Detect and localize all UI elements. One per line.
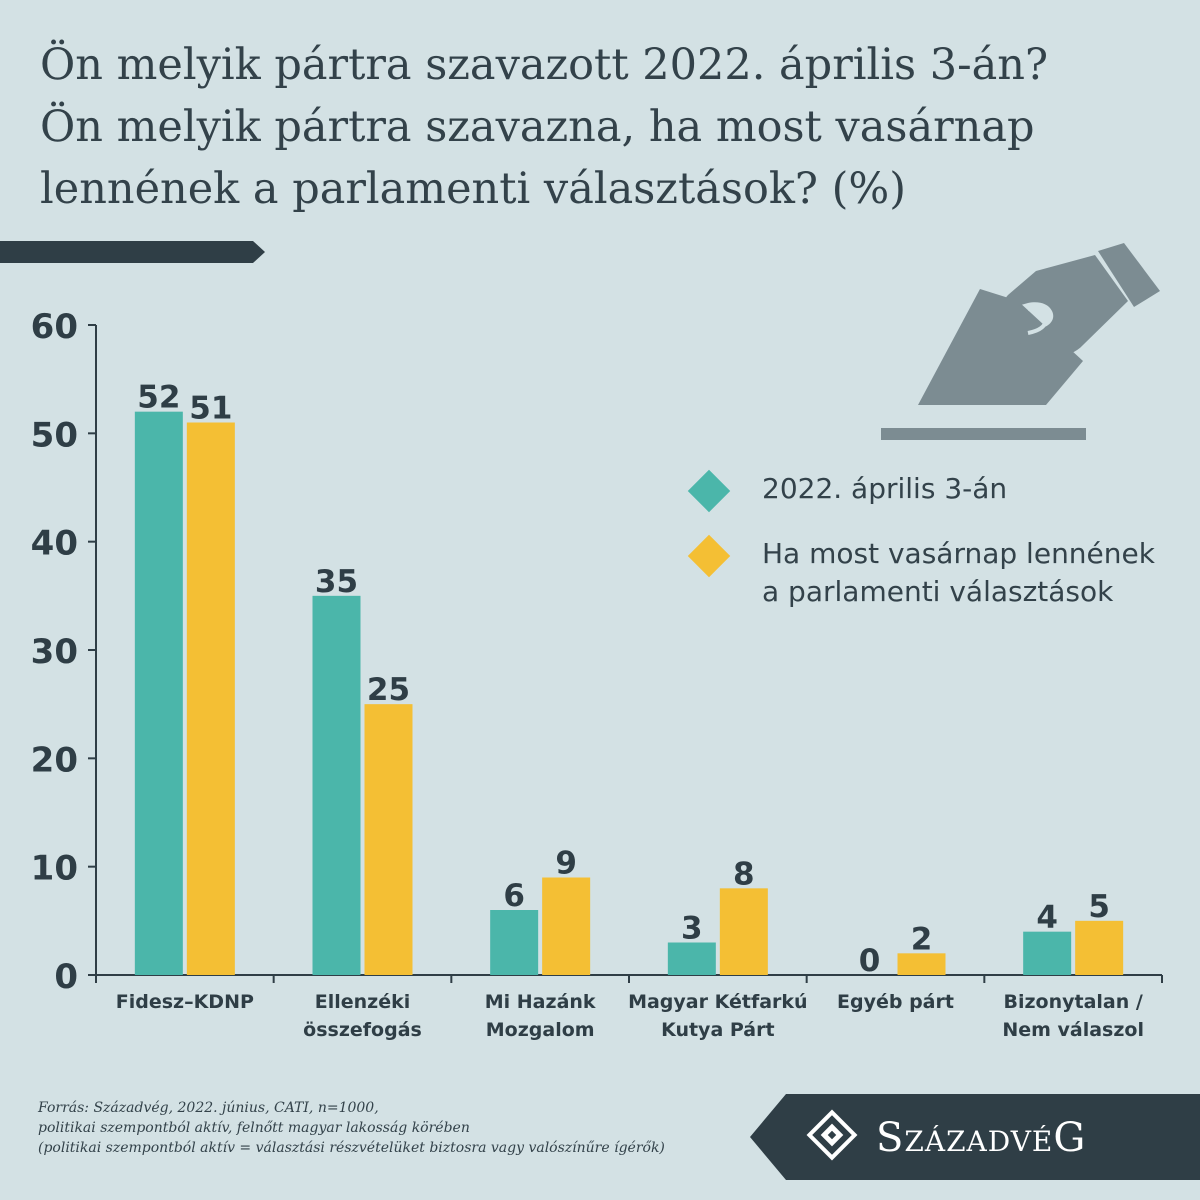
title-line-2: Ön melyik pártra szavazna, ha most vasár… xyxy=(40,102,1035,152)
bar-value-labels: 52 51 35 25 69 38 02 4 5 xyxy=(137,380,1110,979)
category-label: Bizonytalan / xyxy=(1003,991,1142,1013)
y-tick-label: 60 xyxy=(31,307,78,347)
category-label: összefogás xyxy=(303,1019,422,1041)
y-tick-label: 10 xyxy=(31,849,78,889)
y-tick-label: 50 xyxy=(31,415,78,455)
brand-name: SzázadvéG xyxy=(876,1115,1087,1161)
legend-diamond-icon xyxy=(687,469,731,513)
bar-value-label: 4 xyxy=(1036,900,1058,936)
legend-label: Ha most vasárnap lennének a parlamenti v… xyxy=(762,537,1155,608)
bar-value-label: 51 xyxy=(189,391,232,427)
bar-value-label: 35 xyxy=(315,564,358,600)
y-tick-label: 20 xyxy=(31,740,78,780)
source-note: Forrás: Századvég, 2022. június, CATI, n… xyxy=(38,1098,665,1158)
category-label: Kutya Párt xyxy=(661,1019,775,1041)
bar-value-label: 5 xyxy=(1088,889,1110,925)
title-line-3: lennének a parlamenti választások? (%) xyxy=(40,164,907,214)
bar-value-label: 8 xyxy=(733,856,755,892)
category-label: Fidesz–KDNP xyxy=(116,991,254,1013)
legend-item-now: Ha most vasárnap lennének a parlamenti v… xyxy=(687,534,1155,611)
chart-title: Ön melyik pártra szavazott 2022. április… xyxy=(40,34,1180,220)
y-tick-label: 40 xyxy=(31,524,78,564)
legend-item-2022: 2022. április 3-án xyxy=(687,469,1155,513)
category-labels: Fidesz–KDNP Ellenzéki összefogás Mi Hazánk M… xyxy=(116,991,1144,1041)
legend-diamond-icon xyxy=(687,534,731,578)
szazadveg-logo-icon xyxy=(806,1109,858,1161)
y-tick-label: 30 xyxy=(31,632,78,672)
legend-label: 2022. április 3-án xyxy=(762,472,1008,505)
y-tick-label: 0 xyxy=(54,957,78,997)
category-label: Magyar Kétfarkú xyxy=(628,991,808,1013)
category-label: Mi Hazánk xyxy=(485,991,596,1013)
title-divider-bar xyxy=(0,241,265,263)
category-label: Ellenzéki xyxy=(315,991,411,1013)
bar xyxy=(364,704,413,975)
y-axis: 0 10 20 30 40 50 60 xyxy=(31,307,97,997)
source-line-2: politikai szempontból aktív, felnőtt mag… xyxy=(38,1120,470,1136)
bar xyxy=(134,411,183,976)
source-line-3: (politikai szempontból aktív = választás… xyxy=(38,1140,665,1156)
bar-value-label: 2 xyxy=(911,921,933,957)
bar xyxy=(186,422,235,975)
bar xyxy=(312,595,361,975)
bar xyxy=(1075,920,1124,975)
legend: 2022. április 3-án Ha most vasárnap lenn… xyxy=(687,469,1155,638)
bar-value-label: 3 xyxy=(681,911,703,947)
ballot-box-hand-icon xyxy=(881,243,1160,440)
bar-value-label: 9 xyxy=(555,846,577,882)
bars xyxy=(134,411,1124,976)
bar xyxy=(897,953,946,975)
bar xyxy=(719,888,768,975)
bar-value-label: 52 xyxy=(137,380,180,416)
bar xyxy=(490,910,539,975)
bar-value-label: 6 xyxy=(503,878,525,914)
category-label: Mozgalom xyxy=(486,1019,595,1041)
source-line-1: Forrás: Századvég, 2022. június, CATI, n… xyxy=(38,1100,379,1116)
bar xyxy=(667,942,716,975)
x-axis xyxy=(95,974,1163,983)
category-label: Nem válaszol xyxy=(1002,1019,1144,1041)
category-label: Egyéb párt xyxy=(837,991,954,1013)
bar xyxy=(542,877,591,975)
bar-value-label: 0 xyxy=(859,943,881,979)
title-line-1: Ön melyik pártra szavazott 2022. április… xyxy=(40,40,1049,90)
bar xyxy=(1023,931,1072,975)
bar-value-label: 25 xyxy=(367,672,410,708)
